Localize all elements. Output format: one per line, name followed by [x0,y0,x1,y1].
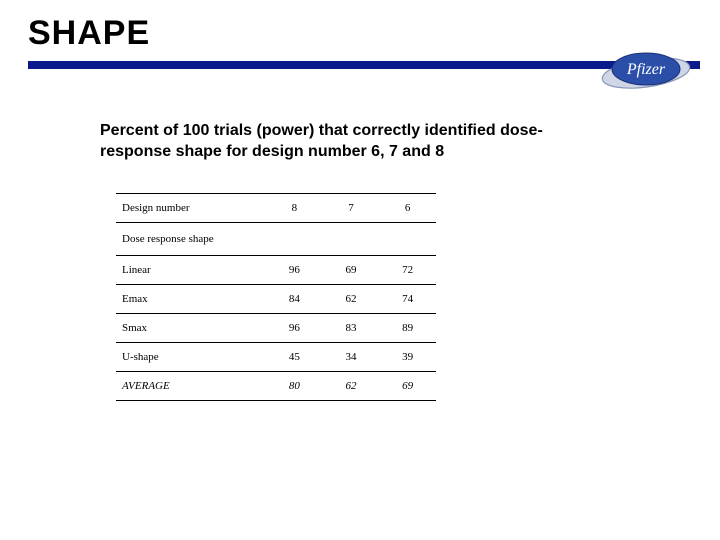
section-row: Dose response shape [116,222,436,255]
pfizer-logo-text: Pfizer [626,61,666,78]
pfizer-logo: Pfizer [598,45,694,104]
table-row: Smax 96 83 89 [116,313,436,342]
col-8: 8 [266,193,323,222]
table-row: Linear 96 69 72 [116,255,436,284]
cell: 34 [323,342,380,371]
cell: 69 [379,371,436,400]
title-rule-wrap: Pfizer [0,61,720,69]
table-row: U-shape 45 34 39 [116,342,436,371]
cell: 45 [266,342,323,371]
cell: 62 [323,371,380,400]
row-label: U-shape [116,342,266,371]
average-row: AVERAGE 80 62 69 [116,371,436,400]
row-label: Smax [116,313,266,342]
cell: 89 [379,313,436,342]
row-label: Emax [116,284,266,313]
header-label: Design number [116,193,266,222]
cell: 62 [323,284,380,313]
cell: 96 [266,255,323,284]
results-table: Design number 8 7 6 Dose response shape … [116,193,436,401]
cell: 84 [266,284,323,313]
col-7: 7 [323,193,380,222]
cell: 83 [323,313,380,342]
col-6: 6 [379,193,436,222]
row-label: Linear [116,255,266,284]
cell: 72 [379,255,436,284]
average-label: AVERAGE [116,371,266,400]
slide-subtitle: Percent of 100 trials (power) that corre… [0,69,620,163]
cell: 96 [266,313,323,342]
table-header-row: Design number 8 7 6 [116,193,436,222]
cell: 74 [379,284,436,313]
table-row: Emax 84 62 74 [116,284,436,313]
section-label: Dose response shape [116,222,266,255]
cell: 39 [379,342,436,371]
cell: 69 [323,255,380,284]
cell: 80 [266,371,323,400]
